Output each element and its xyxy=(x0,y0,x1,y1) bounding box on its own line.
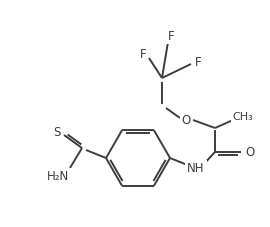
Text: F: F xyxy=(168,30,174,42)
Text: F: F xyxy=(195,55,201,69)
Text: O: O xyxy=(181,114,191,126)
Text: O: O xyxy=(245,146,255,158)
Text: S: S xyxy=(53,126,61,138)
Text: F: F xyxy=(140,49,146,62)
Text: CH₃: CH₃ xyxy=(233,112,253,122)
Text: H₂N: H₂N xyxy=(47,170,69,183)
Text: NH: NH xyxy=(187,161,205,175)
